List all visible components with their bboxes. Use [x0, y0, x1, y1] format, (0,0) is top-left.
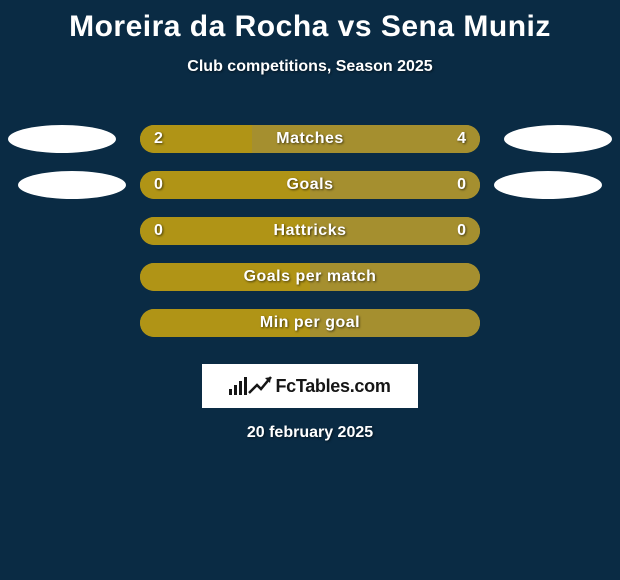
stat-label: Hattricks	[274, 222, 347, 240]
player-left-marker	[8, 125, 116, 153]
player-right-marker	[494, 171, 602, 199]
stat-label: Matches	[276, 130, 344, 148]
logo-text: FcTables.com	[275, 376, 390, 397]
stat-bar: Goals per match	[140, 263, 480, 291]
stat-bar-left-fill	[140, 171, 310, 199]
stat-bar: Min per goal	[140, 309, 480, 337]
stat-label: Min per goal	[260, 314, 360, 332]
player-right-marker	[504, 125, 612, 153]
page-title: Moreira da Rocha vs Sena Muniz	[0, 0, 620, 44]
stat-value-right: 0	[457, 222, 466, 240]
stat-row: 0 0 Hattricks	[0, 208, 620, 254]
stat-value-right: 4	[457, 130, 466, 148]
stat-value-left: 2	[154, 130, 163, 148]
stat-bar: 0 0 Goals	[140, 171, 480, 199]
stat-bar: 0 0 Hattricks	[140, 217, 480, 245]
logo: FcTables.com	[229, 376, 390, 397]
logo-bars-icon	[229, 377, 247, 395]
stat-row: Goals per match	[0, 254, 620, 300]
comparison-chart: 2 4 Matches 0 0 Goals 0 0 Hattricks Goals per mat…	[0, 116, 620, 346]
stat-label: Goals	[287, 176, 334, 194]
page-subtitle: Club competitions, Season 2025	[0, 58, 620, 76]
stat-bar-right-fill	[310, 171, 480, 199]
stat-row: 2 4 Matches	[0, 116, 620, 162]
stat-value-left: 0	[154, 222, 163, 240]
stat-label: Goals per match	[244, 268, 377, 286]
stat-bar: 2 4 Matches	[140, 125, 480, 153]
logo-box: FcTables.com	[202, 364, 418, 408]
logo-arrow-icon	[251, 377, 271, 395]
stat-value-left: 0	[154, 176, 163, 194]
stat-value-right: 0	[457, 176, 466, 194]
player-left-marker	[18, 171, 126, 199]
stat-row: Min per goal	[0, 300, 620, 346]
stat-row: 0 0 Goals	[0, 162, 620, 208]
date-label: 20 february 2025	[0, 424, 620, 442]
